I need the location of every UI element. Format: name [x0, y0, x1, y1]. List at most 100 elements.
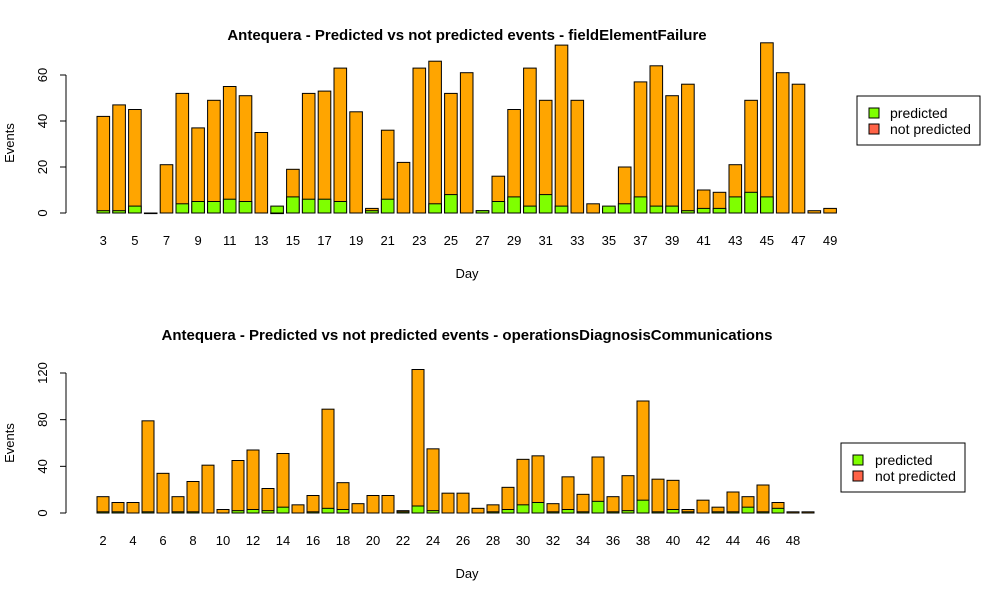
legend-swatch-not-predicted [868, 123, 880, 135]
x-tick-label: 5 [131, 233, 138, 248]
bar-predicted-day-41 [696, 207, 711, 214]
bars-group [96, 42, 837, 215]
legend: predicted not predicted [856, 95, 981, 146]
bar-predicted-day-44 [744, 191, 758, 214]
bar-total-day-13 [261, 488, 275, 514]
bar-predicted-day-40 [681, 210, 695, 214]
bar-total-day-16 [301, 92, 316, 214]
bar-predicted-day-37 [621, 510, 635, 514]
bar-predicted-day-15 [286, 196, 300, 214]
bar-total-day-36 [606, 496, 620, 514]
bar-total-day-48 [786, 511, 800, 514]
bar-total-day-48 [807, 210, 822, 214]
x-tick-label: 38 [636, 533, 650, 548]
bar-total-day-14 [276, 453, 290, 514]
y-axis-label: Events [2, 423, 17, 463]
bar-total-day-26 [456, 492, 470, 514]
y-tick-label: 40 [35, 114, 50, 128]
bar-total-day-23 [412, 67, 427, 214]
x-tick-label: 18 [336, 533, 350, 548]
bar-total-day-25 [441, 492, 455, 514]
bar-total-day-17 [317, 90, 332, 214]
bar-predicted-day-21 [380, 198, 395, 214]
bar-total-day-47 [791, 83, 806, 214]
bar-total-day-45 [760, 42, 774, 214]
bar-total-day-33 [561, 476, 575, 514]
bar-total-day-38 [636, 400, 650, 514]
bar-predicted-day-30 [523, 205, 537, 214]
x-tick-label: 8 [189, 533, 196, 548]
y-tick-label: 60 [35, 68, 50, 82]
bar-total-day-38 [649, 65, 664, 214]
bar-predicted-day-45 [760, 196, 774, 214]
bar-predicted-day-24 [426, 510, 440, 514]
x-tick-label: 14 [276, 533, 290, 548]
x-tick-label: 6 [159, 533, 166, 548]
legend-swatch-predicted [868, 107, 880, 119]
bar-predicted-day-43 [711, 511, 725, 514]
x-tick-label: 23 [412, 233, 426, 248]
bar-predicted-day-11 [231, 510, 245, 514]
bar-predicted-day-3 [96, 210, 111, 214]
bar-predicted-day-44 [726, 511, 740, 514]
bar-predicted-day-17 [321, 507, 335, 514]
bar-total-day-7 [159, 164, 174, 214]
bar-predicted-day-45 [741, 506, 755, 514]
x-tick-label: 42 [696, 533, 710, 548]
bar-predicted-day-37 [633, 196, 648, 214]
bar-total-day-37 [633, 81, 648, 214]
x-tick-label: 40 [666, 533, 680, 548]
bar-total-day-46 [775, 72, 790, 214]
x-tick-label: 31 [538, 233, 552, 248]
bar-total-day-8 [175, 92, 190, 214]
bar-predicted-day-2 [96, 511, 110, 514]
y-tick-label: 40 [35, 459, 50, 473]
bar-predicted-day-7 [171, 511, 185, 514]
bar-predicted-day-10 [207, 201, 221, 214]
x-tick-label: 25 [444, 233, 458, 248]
bar-predicted-day-23 [411, 505, 425, 514]
chart-title: Antequera - Predicted vs not predicted e… [227, 27, 706, 44]
bar-total-day-32 [554, 44, 569, 214]
bar-predicted-day-16 [306, 511, 320, 514]
bar-predicted-day-43 [728, 196, 743, 214]
bar-total-day-30 [523, 67, 537, 214]
chart-panel-field-element-failure: Antequera - Predicted vs not predicted e… [2, 27, 981, 281]
x-tick-label: 41 [696, 233, 710, 248]
bar-predicted-day-40 [666, 509, 680, 514]
bar-predicted-day-27 [475, 210, 490, 214]
x-tick-label: 12 [246, 533, 260, 548]
bar-predicted-day-17 [317, 198, 332, 214]
bar-predicted-day-16 [301, 198, 316, 214]
x-tick-label: 49 [823, 233, 837, 248]
bar-total-day-9 [201, 464, 215, 514]
bar-predicted-day-31 [538, 194, 553, 214]
bar-total-day-24 [428, 60, 442, 214]
bar-predicted-day-25 [444, 194, 458, 214]
bar-predicted-day-42 [712, 207, 727, 214]
x-tick-label: 3 [100, 233, 107, 248]
bar-total-day-15 [291, 504, 305, 514]
y-axis: 0 20 40 60 [35, 68, 67, 217]
bar-predicted-day-35 [602, 205, 616, 214]
bar-predicted-day-8 [175, 203, 190, 214]
bar-total-day-39 [665, 95, 679, 214]
x-tick-label: 24 [426, 533, 440, 548]
legend-swatch-not-predicted [852, 470, 864, 482]
y-tick-label: 80 [35, 412, 50, 426]
bar-total-day-27 [471, 507, 485, 514]
bar-total-day-16 [306, 495, 320, 514]
x-tick-label: 36 [606, 533, 620, 548]
bar-total-day-19 [349, 111, 363, 214]
bar-predicted-day-39 [665, 205, 679, 214]
bar-total-day-34 [576, 493, 590, 514]
bar-total-day-22 [396, 161, 411, 214]
bar-total-day-37 [621, 475, 635, 514]
bar-predicted-day-14 [270, 205, 284, 214]
bar-total-day-2 [96, 496, 110, 514]
bar-total-day-33 [570, 99, 585, 214]
bar-predicted-day-33 [561, 509, 575, 514]
x-tick-label: 17 [317, 233, 331, 248]
bar-predicted-day-36 [617, 203, 632, 214]
